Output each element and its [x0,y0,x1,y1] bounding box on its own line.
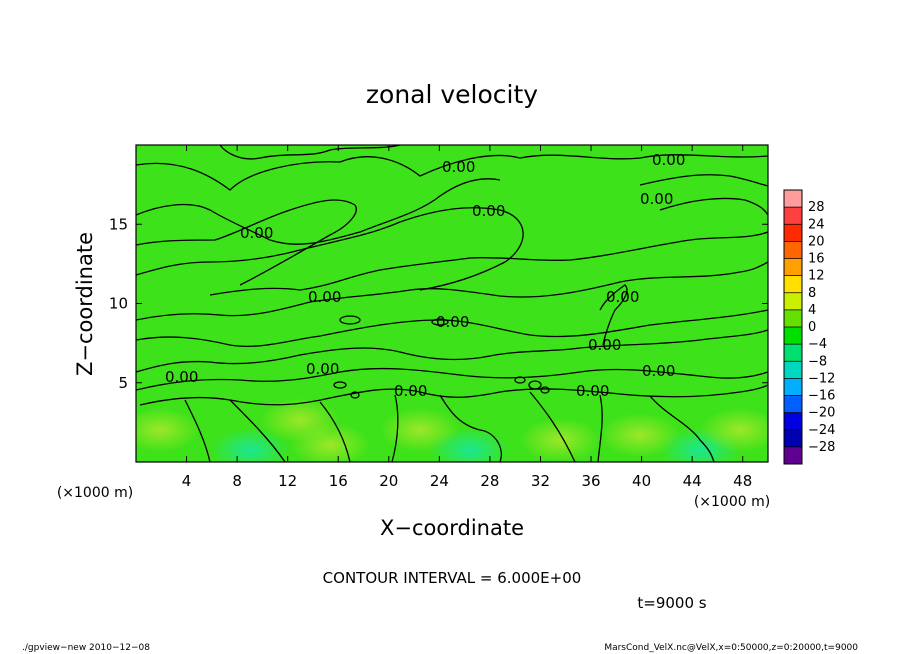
colorbar-label: −16 [808,389,835,404]
colorbar-label: −12 [808,371,835,386]
contour-label: 0.00 [308,288,341,306]
contour-label: 0.00 [606,288,639,306]
shade-blob [210,428,290,462]
colorbar-cell [784,241,802,259]
x-axis: 4 8 12 16 20 24 28 32 36 40 44 48 [182,145,752,490]
x-tick-label: 36 [581,472,600,490]
colorbar-label: 28 [808,200,825,215]
contour-label: 0.00 [306,360,339,378]
x-tick-label: 24 [430,472,449,490]
x-tick-label: 28 [480,472,499,490]
y-axis-title: Z−coordinate [73,232,97,376]
colorbar-cell [784,190,802,208]
shade-blob [430,428,510,462]
colorbar-label: 20 [808,234,825,249]
contour-label: 0.00 [472,202,505,220]
colorbar-cell [784,395,802,414]
colorbar-cell [784,292,802,311]
contour-lines [136,145,768,462]
x-tick-label: 32 [531,472,550,490]
x-units-left: (×1000 m) [57,485,133,501]
colorbar-cell [784,207,802,225]
colorbar-cell [784,224,802,242]
colorbar-label: 24 [808,217,825,232]
colorbar-label: 12 [808,269,825,284]
shade-blob [600,413,680,457]
time-text: t=9000 s [637,594,706,612]
colorbar-cell [784,378,802,396]
colorbar-cell [784,429,802,448]
colorbar-cell [784,258,802,277]
colorbar-label: −20 [808,406,835,421]
y-tick-label: 15 [109,215,128,233]
contour-label: 0.00 [436,313,469,331]
plot-field: 0.00 0.00 0.00 0.00 0.00 0.00 0.00 0.00 0.00 0.00… [136,145,768,462]
contour-label: 0.00 [165,368,198,386]
colorbar-label: 16 [808,252,825,267]
colorbar-cell [784,412,802,431]
x-tick-label: 12 [278,472,297,490]
colorbar-cell [784,275,802,294]
x-tick-label: 20 [379,472,398,490]
footer-right: MarsCond_VelX.nc@VelX,x=0:50000,z=0:2000… [604,643,858,653]
x-units-right: (×1000 m) [694,494,770,510]
contour-label: 0.00 [652,151,685,169]
x-tick-label: 40 [632,472,651,490]
contour-label: 0.00 [442,158,475,176]
contour-label: 0.00 [588,336,621,354]
colorbar-label: −4 [808,337,827,352]
colorbar-label: 8 [808,286,816,301]
colorbar-cell [784,327,802,345]
x-tick-label: 48 [733,472,752,490]
colorbar-cell [784,309,802,328]
colorbar: 28 24 20 16 12 8 4 0 −4 −8 −12 −16 −20 −24 −28 [783,189,835,465]
colorbar-label: 0 [808,320,816,335]
background-field [136,145,768,462]
colorbar-label: 4 [808,303,816,318]
x-tick-label: 8 [232,472,242,490]
contour-label: 0.00 [642,362,675,380]
footer-left: ./gpview−new 2010−12−08 [22,643,150,653]
x-axis-title: X−coordinate [380,516,524,540]
contour-interval-text: CONTOUR INTERVAL = 6.000E+00 [323,569,582,587]
contour-label: 0.00 [576,382,609,400]
y-tick-label: 5 [118,374,128,392]
shade-blob [520,418,600,462]
y-axis: 5 10 15 [109,215,768,392]
contour-label: 0.00 [394,382,427,400]
x-tick-label: 4 [182,472,192,490]
chart-title: zonal velocity [366,80,538,109]
colorbar-cell [784,446,802,465]
colorbar-label: −8 [808,354,827,369]
shade-blob [136,408,200,452]
x-tick-label: 16 [329,472,348,490]
contour-label: 0.00 [240,224,273,242]
y-tick-label: 10 [109,295,128,313]
contour-label: 0.00 [640,190,673,208]
colorbar-cell [784,344,802,362]
colorbar-label: −24 [808,423,835,438]
colorbar-label: −28 [808,440,835,455]
colorbar-cell [784,361,802,379]
shade-blob [700,408,768,452]
shade-blob [260,398,340,442]
x-tick-label: 44 [683,472,702,490]
